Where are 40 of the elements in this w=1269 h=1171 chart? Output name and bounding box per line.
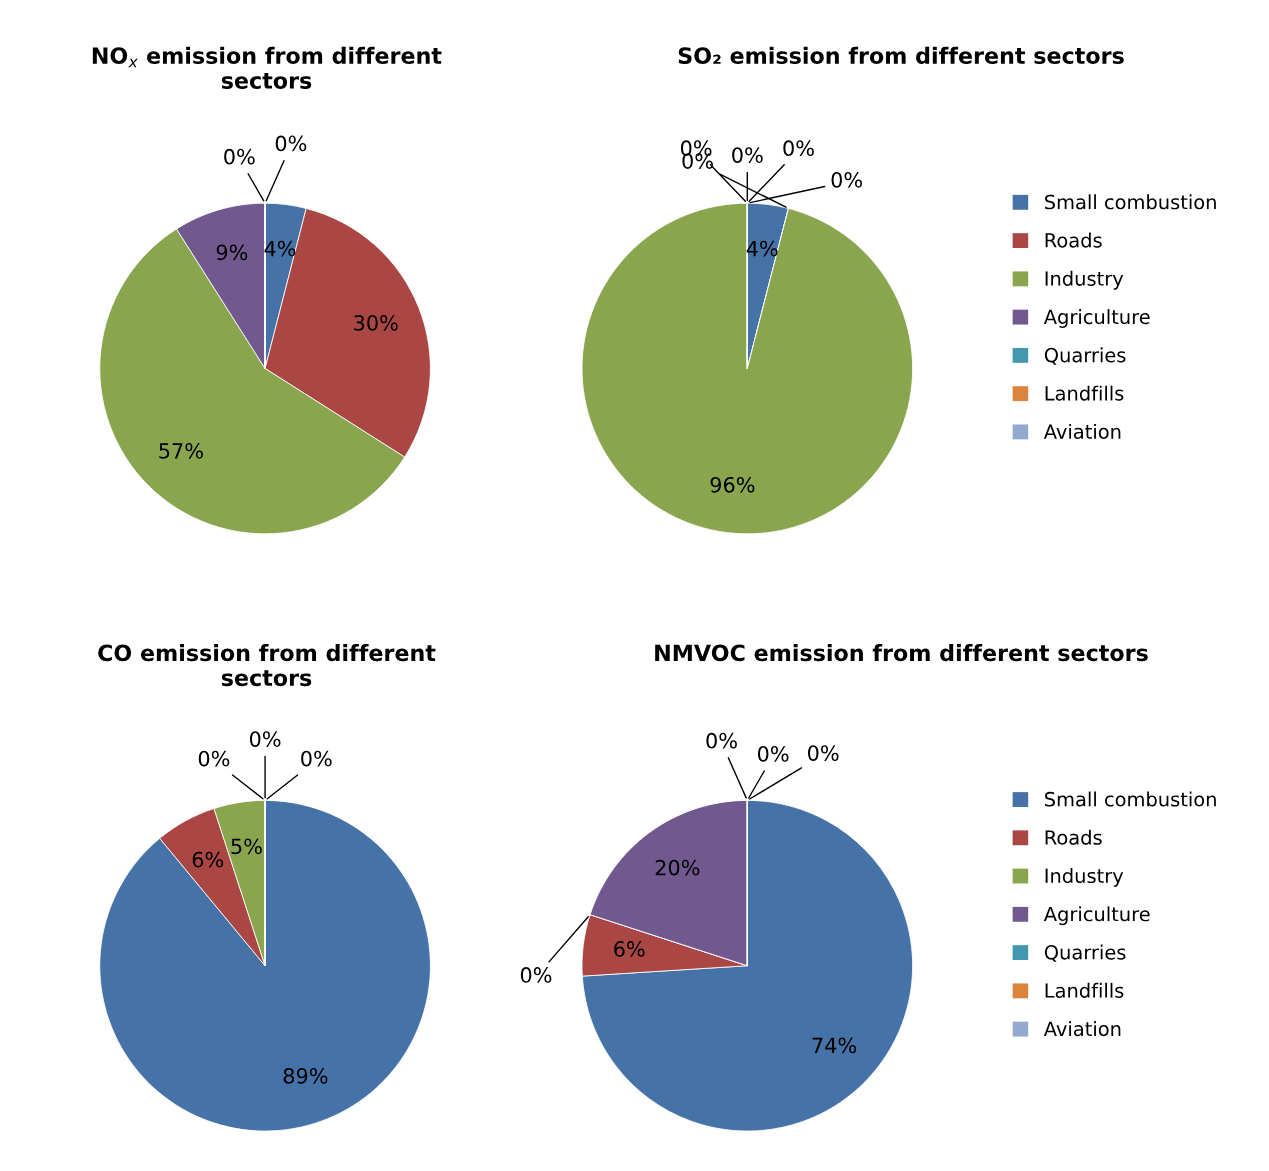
- text: 0%: [249, 731, 281, 747]
- data-label: 5%: [231, 838, 262, 855]
- chart-title: SO₂ emission from different sectors: [678, 46, 1124, 65]
- legend-label: Roads: [1045, 829, 1102, 845]
- legend-label: Landfills: [1045, 982, 1124, 998]
- text: 0%: [831, 171, 863, 188]
- chart-title: NMVOC emission from different sectors: [655, 644, 1148, 662]
- legend-label: Agriculture: [1043, 309, 1150, 328]
- text: 0%: [783, 140, 814, 157]
- legend-label: Industry: [1045, 270, 1124, 290]
- data-label: 6%: [614, 941, 645, 957]
- data-label: 9%: [216, 244, 248, 261]
- data-label: 6%: [192, 851, 224, 868]
- text: 0%: [224, 148, 255, 165]
- chart-title: NO$_{x}$ emission from different sectors: [92, 46, 442, 89]
- data-label: 96%: [710, 476, 755, 493]
- legend-label: Industry: [1045, 868, 1124, 887]
- legend-label: Roads: [1045, 232, 1102, 248]
- data-label: 30%: [354, 314, 398, 331]
- legend-label: Aviation: [1043, 423, 1121, 439]
- data-label: 57%: [159, 442, 203, 459]
- legend-label: Aviation: [1043, 1021, 1121, 1037]
- legend-label: Quarries: [1044, 347, 1126, 365]
- legend-label: Small combustion: [1045, 791, 1216, 807]
- text: 0%: [732, 147, 763, 163]
- text: 0%: [275, 135, 307, 152]
- legend-label: Small combustion: [1045, 194, 1216, 210]
- legend-label: Agriculture: [1043, 906, 1150, 926]
- text: 0%: [301, 750, 332, 767]
- data-label: 74%: [812, 1037, 857, 1054]
- text: 0%: [198, 750, 230, 767]
- text: 0%: [520, 967, 552, 983]
- chart-title: CO emission from different sectors: [98, 644, 436, 687]
- data-label: 89%: [283, 1068, 328, 1084]
- data-label: 20%: [655, 859, 700, 876]
- legend-label: Landfills: [1045, 385, 1124, 401]
- text: 0%: [807, 745, 839, 761]
- text: 0%: [706, 732, 737, 749]
- legend-label: Quarries: [1044, 944, 1126, 962]
- text: 0%: [757, 745, 789, 762]
